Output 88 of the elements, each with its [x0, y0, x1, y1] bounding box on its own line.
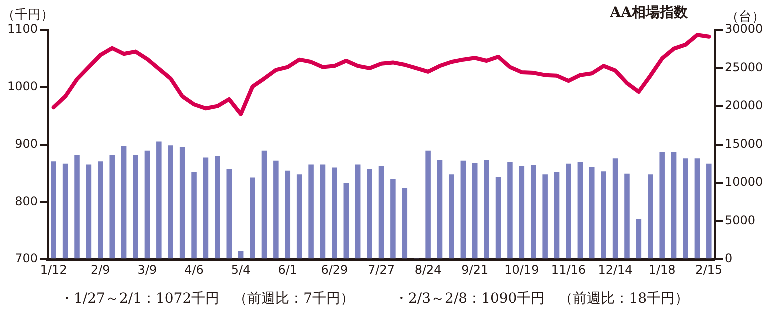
- bar: [308, 164, 314, 259]
- bar: [624, 174, 630, 259]
- bar: [144, 150, 150, 259]
- bar: [390, 179, 396, 259]
- bar: [590, 166, 595, 259]
- y-tick-label: 700: [15, 252, 38, 266]
- y-tick-label: 900: [15, 136, 38, 151]
- bar: [426, 150, 431, 259]
- bar: [355, 164, 361, 259]
- bar: [636, 219, 642, 259]
- y-tick-label: 800: [15, 194, 38, 208]
- x-tick-label: 5/4: [231, 262, 251, 277]
- bar: [344, 183, 350, 259]
- bar: [660, 152, 665, 259]
- bar: [215, 156, 220, 259]
- y-tick-label: 1000: [7, 80, 38, 94]
- text: ・2/3～2/8：1090千円 （前週比：18千円）: [394, 291, 690, 307]
- x-tick-label: 11/16: [551, 262, 586, 277]
- bar: [238, 251, 244, 259]
- bar: [121, 146, 127, 259]
- x-tick-label: 3/9: [138, 262, 158, 277]
- y2-tick-label: 25000: [725, 60, 764, 74]
- bar: [683, 158, 688, 259]
- x-tick-label: 12/14: [598, 262, 633, 277]
- y2-tick-label: 5000: [725, 213, 756, 228]
- bar: [262, 150, 268, 259]
- bar: [566, 164, 572, 259]
- bar: [671, 152, 677, 259]
- x-tick-label: 1/12: [40, 262, 68, 277]
- bar: [156, 142, 162, 259]
- bar: [110, 156, 115, 259]
- x-tick-label: 9/21: [462, 262, 489, 277]
- bar: [192, 172, 197, 259]
- bar: [542, 174, 548, 259]
- bar: [320, 164, 326, 259]
- x-tick-label: 10/19: [504, 262, 540, 277]
- bar: [274, 160, 279, 259]
- bar: [226, 169, 232, 259]
- bar: [74, 156, 80, 259]
- bar: [484, 160, 490, 259]
- bar: [402, 188, 408, 259]
- bar: [296, 174, 302, 259]
- bar: [578, 162, 584, 259]
- y2-tick-label: 20000: [725, 98, 764, 113]
- y2-tick-label: 10000: [725, 175, 764, 190]
- bar: [180, 147, 186, 259]
- bar: [601, 172, 606, 259]
- bar: [554, 172, 560, 259]
- y2-tick-label: 0: [725, 252, 733, 266]
- bar: [460, 160, 466, 259]
- text: ・1/27～2/1：1072千円 （前週比：7千円）: [60, 291, 355, 307]
- y-axis-title: （千円）: [2, 7, 54, 24]
- x-tick-label: 2/15: [696, 262, 723, 277]
- bar: [612, 158, 618, 259]
- bar: [519, 166, 525, 259]
- bar: [648, 174, 654, 259]
- x-tick-label: 6/29: [321, 262, 348, 277]
- bar: [530, 165, 536, 259]
- bar: [203, 158, 209, 259]
- y2-tick-label: 30000: [725, 22, 764, 36]
- bar: [98, 162, 104, 259]
- bar: [250, 178, 256, 259]
- bar: [437, 160, 443, 259]
- x-tick-label: 1/18: [648, 262, 676, 277]
- bar: [694, 158, 700, 259]
- bar: [86, 164, 92, 259]
- x-tick-label: 2/9: [91, 262, 110, 277]
- bar: [51, 162, 56, 259]
- bar: [508, 162, 513, 259]
- x-tick-label: 8/24: [414, 262, 442, 277]
- bar: [62, 164, 68, 259]
- bar: [168, 146, 174, 259]
- y2-tick-label: 15000: [725, 136, 764, 151]
- bar: [367, 169, 372, 259]
- bar: [472, 163, 478, 259]
- x-tick-label: 6/1: [278, 262, 298, 277]
- bar: [285, 170, 291, 259]
- x-tick-label: 4/6: [184, 262, 204, 277]
- y2-axis-title: （台）: [726, 9, 765, 25]
- bar: [496, 176, 502, 259]
- y-tick-label: 1100: [7, 22, 38, 36]
- bar: [706, 164, 712, 259]
- chart-title: AA相場指数: [610, 4, 688, 22]
- x-tick-label: 7/27: [368, 262, 395, 277]
- bar: [133, 156, 138, 259]
- bar: [449, 174, 454, 259]
- bar: [378, 166, 384, 259]
- bar: [332, 168, 338, 259]
